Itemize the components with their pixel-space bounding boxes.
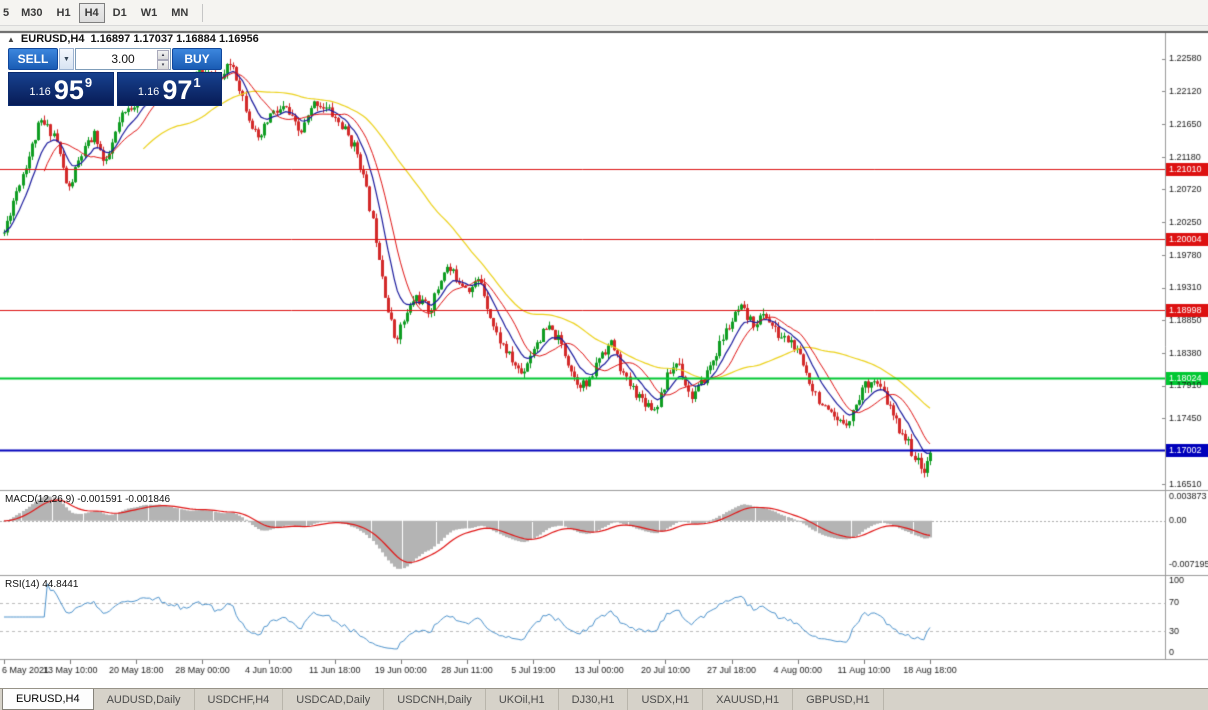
chart-tab-audusd-daily[interactable]: AUDUSD,Daily bbox=[94, 689, 195, 710]
bid-big-digits: 95 bbox=[53, 75, 84, 106]
volume-spinner: ▴ ▾ bbox=[157, 50, 169, 70]
ask-price-display[interactable]: 1.16 97 1 bbox=[116, 72, 222, 106]
chart-tab-gbpusd-h1[interactable]: GBPUSD,H1 bbox=[793, 689, 884, 710]
volume-field[interactable]: 3.00 ▴ ▾ bbox=[75, 48, 171, 70]
chart-ohlc-header: ▲ EURUSD,H4 1.16897 1.17037 1.16884 1.16… bbox=[7, 33, 259, 45]
tf-button-m5[interactable]: 5 bbox=[3, 6, 10, 19]
chart-tab-xauusd-h1[interactable]: XAUUSD,H1 bbox=[703, 689, 794, 710]
bid-price-display[interactable]: 1.16 95 9 bbox=[8, 72, 114, 106]
tf-button-w1[interactable]: W1 bbox=[140, 6, 158, 19]
chart-tab-usdx-h1[interactable]: USDX,H1 bbox=[628, 689, 704, 710]
chart-ohlc-values: 1.16897 1.17037 1.16884 1.16956 bbox=[90, 33, 259, 45]
rsi-indicator-label: RSI(14) 44.8441 bbox=[5, 579, 79, 590]
ask-big-digits: 97 bbox=[162, 75, 193, 106]
chart-tab-usdcnh-daily[interactable]: USDCNH,Daily bbox=[384, 689, 486, 710]
spinner-down-icon[interactable]: ▾ bbox=[157, 60, 169, 70]
tf-button-m30[interactable]: M30 bbox=[21, 6, 43, 19]
price-scale[interactable] bbox=[1166, 32, 1208, 660]
time-axis[interactable] bbox=[0, 660, 1166, 676]
chart-tab-eurusd-h4[interactable]: EURUSD,H4 bbox=[2, 689, 94, 710]
ask-pip-digit: 1 bbox=[193, 75, 201, 90]
tf-button-d1[interactable]: D1 bbox=[112, 6, 127, 19]
volume-value: 3.00 bbox=[111, 52, 135, 66]
volume-presets-button[interactable]: ▼ bbox=[59, 48, 74, 70]
spinner-up-icon[interactable]: ▴ bbox=[157, 50, 169, 60]
collapse-arrow-icon[interactable]: ▲ bbox=[7, 34, 15, 44]
toolbar-separator bbox=[202, 3, 204, 22]
bid-pip-digit: 9 bbox=[84, 75, 93, 90]
tf-button-h4[interactable]: H4 bbox=[78, 2, 105, 23]
chart-tab-usdcad-daily[interactable]: USDCAD,Daily bbox=[283, 689, 385, 710]
chart-tab-ukoil-h1[interactable]: UKOil,H1 bbox=[486, 689, 559, 710]
tf-button-mn[interactable]: MN bbox=[171, 6, 189, 19]
chart-tab-bar: EURUSD,H4 AUDUSD,Daily USDCHF,H4 USDCAD,… bbox=[0, 688, 1208, 710]
timeframe-toolbar: 5 M30 H1 H4 D1 W1 MN bbox=[0, 0, 1208, 26]
ask-prefix: 1.16 bbox=[137, 86, 160, 98]
chart-tab-dj30-h1[interactable]: DJ30,H1 bbox=[559, 689, 629, 710]
sell-button[interactable]: SELL bbox=[8, 48, 58, 70]
price-chart-canvas[interactable] bbox=[0, 26, 1208, 688]
chart-title: EURUSD,H4 bbox=[20, 33, 85, 45]
tf-button-h1[interactable]: H1 bbox=[56, 6, 71, 19]
one-click-trading-widget: SELL ▼ 3.00 ▴ ▾ BUY 1.16 95 9 1.16 97 1 bbox=[8, 48, 222, 106]
chevron-down-icon: ▼ bbox=[63, 55, 70, 63]
chart-tab-usdchf-h4[interactable]: USDCHF,H4 bbox=[195, 689, 284, 710]
bid-prefix: 1.16 bbox=[29, 86, 51, 98]
buy-button[interactable]: BUY bbox=[172, 48, 222, 70]
macd-indicator-label: MACD(12,26,9) -0.001591 -0.001846 bbox=[5, 494, 171, 505]
